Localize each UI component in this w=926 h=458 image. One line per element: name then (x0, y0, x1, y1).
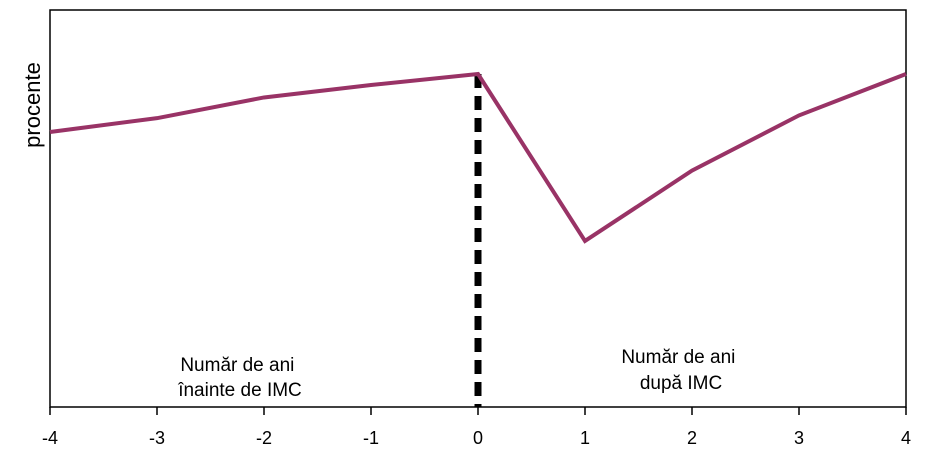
annotation-before-imc: Număr de ani înainte de IMC (177, 355, 302, 401)
x-tick-label: -4 (42, 428, 58, 448)
x-tick-label: 4 (901, 428, 911, 448)
x-tick-label: 2 (687, 428, 697, 448)
annotation-before-line-2: înainte de IMC (177, 380, 302, 401)
x-tick-label: -1 (363, 428, 379, 448)
x-axis-tick-labels: -4 -3 -2 -1 0 1 2 3 4 (42, 428, 911, 448)
x-axis-ticks (49, 407, 907, 415)
data-series (49, 71, 907, 244)
annotation-after-line-2: după IMC (640, 373, 722, 394)
annotation-after-line-1: Număr de ani (621, 347, 735, 368)
annotation-after-imc: Număr de ani după IMC (621, 347, 740, 394)
x-tick-label: 1 (580, 428, 590, 448)
x-tick-label: -2 (256, 428, 272, 448)
x-tick-label: -3 (149, 428, 165, 448)
annotation-before-line-1: Număr de ani (180, 355, 294, 376)
x-tick-label: 3 (794, 428, 804, 448)
y-axis-label: procente (20, 62, 45, 148)
x-tick-label: 0 (473, 428, 483, 448)
